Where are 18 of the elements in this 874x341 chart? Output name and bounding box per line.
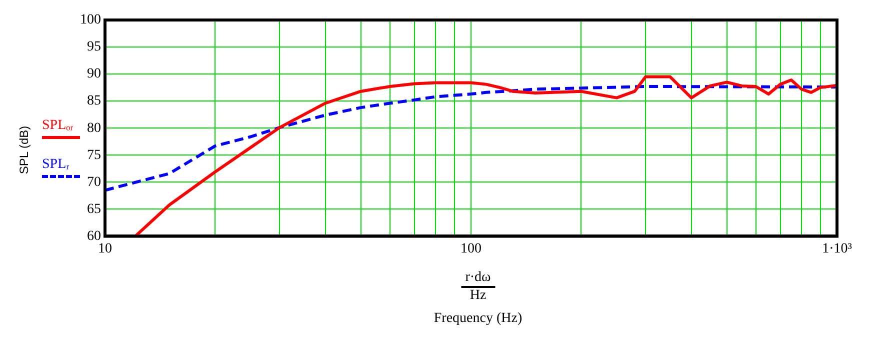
x-axis-title: Frequency (Hz)	[434, 311, 522, 327]
y-tick-label: 70	[87, 174, 101, 190]
y-tick-label: 95	[87, 40, 101, 55]
text: SPLₒᵣ	[42, 118, 74, 134]
text: r·dω	[461, 270, 495, 288]
y-axis-title: SPL (dB)	[17, 126, 31, 174]
y-tick-label: 65	[87, 202, 101, 217]
text: SPLᵣ	[42, 157, 70, 173]
x-tick-label: 1·10³	[822, 241, 852, 256]
y-tick-label: 85	[87, 94, 101, 109]
y-tick-label: 75	[87, 148, 101, 163]
y-tick-label: 100	[80, 12, 101, 28]
y-tick-label: 80	[87, 120, 101, 136]
y-tick-label: 60	[87, 228, 101, 244]
x-tick-label: 100	[460, 241, 482, 256]
text: Hz	[468, 288, 488, 304]
y-tick-label: 90	[87, 66, 101, 82]
x-tick-label: 10	[98, 241, 112, 256]
